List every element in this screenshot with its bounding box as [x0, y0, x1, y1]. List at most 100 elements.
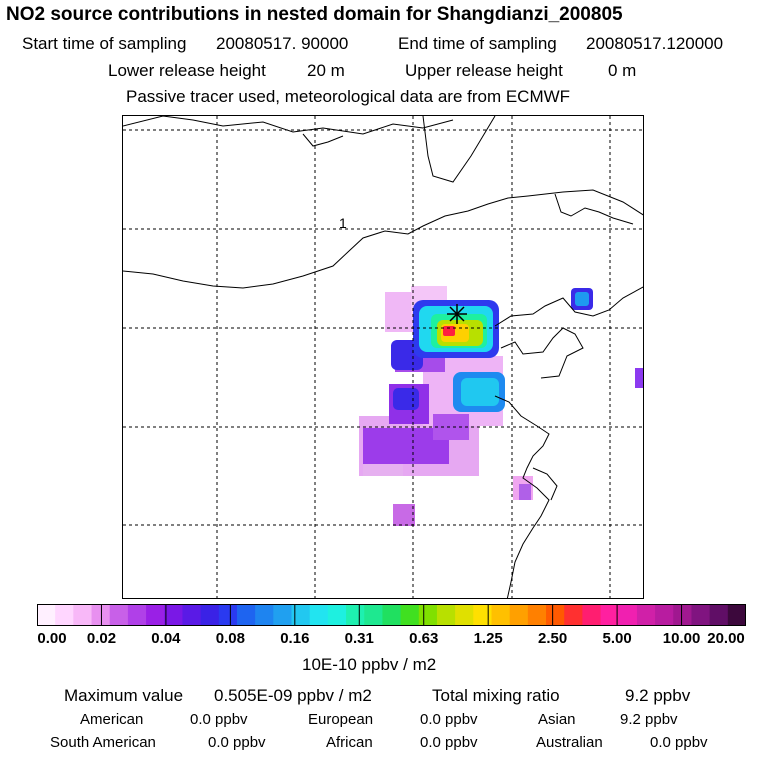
start-time-label: Start time of sampling	[22, 34, 187, 53]
plume-cell	[461, 378, 499, 406]
colorbar-swatch	[364, 604, 383, 626]
colorbar-swatch	[600, 604, 620, 626]
colorbar-swatch	[673, 604, 692, 626]
lower-height-label: Lower release height	[108, 61, 266, 80]
colorbar-swatch	[400, 604, 420, 626]
upper-height-label: Upper release height	[405, 61, 563, 80]
region-name: African	[326, 734, 373, 751]
receptor-star-icon	[447, 304, 467, 324]
colorbar-tick-label: 1.25	[473, 630, 503, 647]
colorbar-swatch	[327, 604, 347, 626]
colorbar-swatch	[691, 604, 711, 626]
border-line	[532, 467, 558, 501]
plume-cell	[635, 368, 643, 388]
lat-lon-grid	[123, 116, 643, 598]
colorbar-swatch	[291, 604, 311, 626]
colorbar-swatch	[491, 604, 511, 626]
region-name: Australian	[536, 734, 603, 751]
colorbar-swatch	[436, 604, 456, 626]
region-name: American	[80, 711, 144, 728]
chart-title: NO2 source contributions in nested domai…	[6, 4, 623, 25]
colorbar-swatch	[346, 604, 365, 626]
colorbar-swatch	[418, 604, 438, 626]
region-value: 0.0 ppbv	[650, 734, 708, 751]
region-name: Asian	[538, 711, 576, 728]
contour-label: 1	[339, 215, 347, 231]
upper-height-value: 0 m	[608, 61, 637, 80]
colorbar-swatch	[309, 604, 329, 626]
colorbar-tick-label: 0.08	[215, 630, 245, 647]
colorbar-tick-label: 5.00	[602, 630, 632, 647]
region-value: 0.0 ppbv	[420, 734, 478, 751]
colorbar-tick-label: 0.04	[151, 630, 181, 647]
colorbar-swatch	[473, 604, 492, 626]
colorbar-swatch	[564, 604, 583, 626]
colorbar-swatch	[182, 604, 202, 626]
colorbar-swatch	[236, 604, 256, 626]
plume-cell	[393, 388, 419, 410]
border-line	[123, 116, 454, 135]
border-line	[422, 116, 496, 183]
start-time-value: 20080517. 90000	[216, 34, 349, 53]
colorbar-swatch	[727, 604, 746, 626]
colorbar-swatch	[146, 604, 165, 626]
tracer-note: Passive tracer used, meteorological data…	[126, 87, 571, 106]
colorbar-tick-label: 0.63	[409, 630, 439, 647]
max-value-label: Maximum value	[64, 686, 184, 705]
region-name: European	[308, 711, 374, 728]
colorbar-tick-label: 0.31	[344, 630, 374, 647]
colorbar-swatch	[218, 604, 238, 626]
border-line	[554, 193, 634, 225]
colorbar-swatch	[91, 604, 111, 626]
end-time-label: End time of sampling	[398, 34, 557, 53]
colorbar-swatch	[618, 604, 638, 626]
colorbar-units: 10E-10 ppbv / m2	[302, 655, 437, 674]
region-name: South American	[50, 734, 156, 751]
colorbar-swatch	[509, 604, 529, 626]
end-time-value: 20080517.120000	[586, 34, 724, 53]
border-line	[494, 286, 643, 327]
border-line	[494, 395, 550, 598]
colorbar-swatch	[273, 604, 293, 626]
total-mixing-value: 9.2 ppbv	[625, 686, 691, 705]
colorbar-swatch	[636, 604, 656, 626]
map-canvas: 1	[123, 116, 643, 598]
colorbar-swatch	[709, 604, 729, 626]
colorbar-tick-label: 0.02	[86, 630, 117, 647]
colorbar-swatch	[582, 604, 602, 626]
colorbar-swatch	[55, 604, 74, 626]
map-panel: 1	[122, 115, 644, 599]
colorbar-swatch	[455, 604, 474, 626]
colorbar-swatch	[127, 604, 147, 626]
plume-cell	[575, 292, 589, 306]
colorbar-tick-label: 10.00	[662, 630, 701, 647]
plume-cell	[433, 414, 469, 440]
colorbar-border	[37, 604, 746, 626]
plume-cell	[443, 326, 455, 336]
colorbar-swatch	[109, 604, 129, 626]
colorbar-swatch	[37, 604, 56, 626]
total-mixing-label: Total mixing ratio	[432, 686, 560, 705]
colorbar-tick-label: 20.00	[707, 630, 745, 647]
lower-height-value: 20 m	[307, 61, 345, 80]
colorbar-swatch	[255, 604, 274, 626]
region-value: 0.0 ppbv	[190, 711, 248, 728]
region-value: 0.0 ppbv	[420, 711, 478, 728]
colorbar-tick-label: 0.16	[280, 630, 310, 647]
max-value: 0.505E-09 ppbv / m2	[214, 686, 372, 705]
border-line	[500, 327, 584, 379]
border-line	[302, 133, 344, 147]
colorbar-swatch	[655, 604, 674, 626]
colorbar-tick-label: 0.00	[37, 630, 67, 647]
colorbar-swatch	[382, 604, 402, 626]
colorbar-swatch	[527, 604, 547, 626]
colorbar	[37, 604, 746, 626]
coastline	[123, 116, 643, 598]
plume-cell	[393, 504, 415, 526]
border-line	[123, 189, 643, 289]
plume-cell	[519, 484, 531, 500]
colorbar-tick-label: 2.50	[538, 630, 568, 647]
colorbar-swatch	[73, 604, 93, 626]
region-value: 9.2 ppbv	[620, 711, 678, 728]
colorbar-swatch	[200, 604, 220, 626]
